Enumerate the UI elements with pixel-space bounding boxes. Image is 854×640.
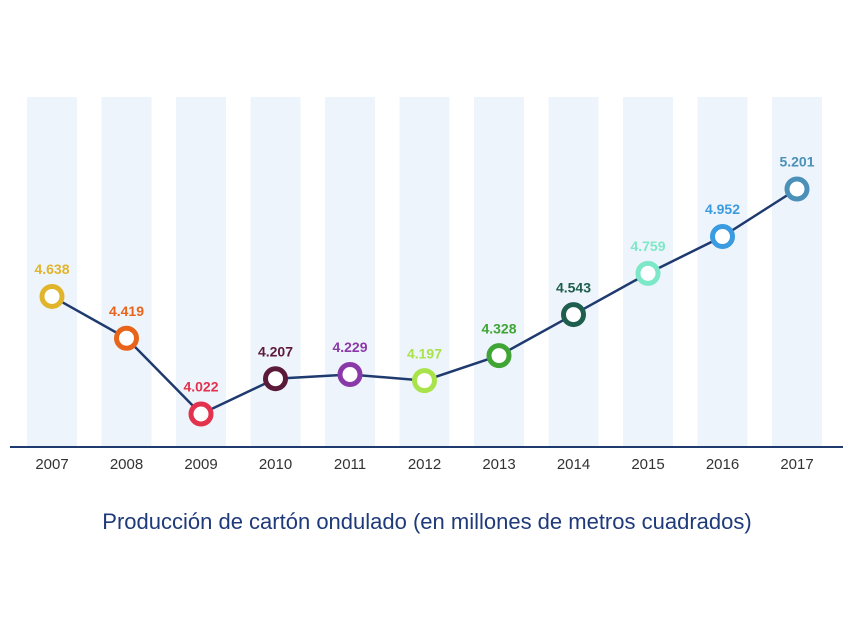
- point: [188, 401, 214, 427]
- point: [412, 368, 437, 394]
- x-tick-label: 2008: [110, 456, 143, 473]
- x-tick-label: 2017: [780, 456, 813, 473]
- point: [635, 260, 661, 286]
- column-band: [176, 97, 226, 447]
- x-tick-label: 2012: [408, 456, 441, 473]
- x-tick-label: 2009: [184, 456, 217, 473]
- chart-title: Producción de cartón ondulado (en millon…: [102, 509, 751, 534]
- column-band: [27, 97, 77, 447]
- value-label: 4.229: [332, 339, 367, 355]
- column-band: [772, 97, 822, 447]
- value-label: 4.328: [481, 320, 516, 336]
- column-band: [325, 97, 375, 447]
- value-label: 4.022: [183, 379, 218, 395]
- column-band: [474, 97, 524, 447]
- point: [337, 361, 363, 387]
- point: [561, 302, 586, 328]
- x-tick-label: 2015: [631, 456, 664, 473]
- x-tick-label: 2011: [334, 456, 366, 473]
- value-label: 4.952: [705, 201, 740, 217]
- column-band: [101, 97, 152, 447]
- value-label: 4.543: [556, 279, 591, 295]
- value-label: 4.197: [407, 345, 442, 361]
- value-label: 4.419: [109, 303, 144, 319]
- x-tick-label: 2010: [259, 456, 292, 473]
- value-label: 4.207: [258, 343, 293, 359]
- x-tick-label: 2007: [35, 456, 68, 473]
- x-tick-label: 2013: [482, 456, 515, 473]
- point: [486, 343, 512, 369]
- column-band: [548, 97, 599, 447]
- point: [114, 325, 139, 351]
- x-tick-label: 2016: [706, 456, 739, 473]
- point: [710, 224, 735, 250]
- point: [263, 366, 288, 392]
- column-band: [697, 97, 748, 447]
- point: [784, 176, 810, 202]
- column-band: [399, 97, 450, 447]
- value-label: 4.638: [34, 261, 69, 277]
- column-band: [250, 97, 301, 447]
- value-label: 4.759: [630, 238, 665, 254]
- point: [39, 283, 65, 309]
- x-tick-label: 2014: [557, 456, 590, 473]
- value-label: 5.201: [779, 154, 814, 170]
